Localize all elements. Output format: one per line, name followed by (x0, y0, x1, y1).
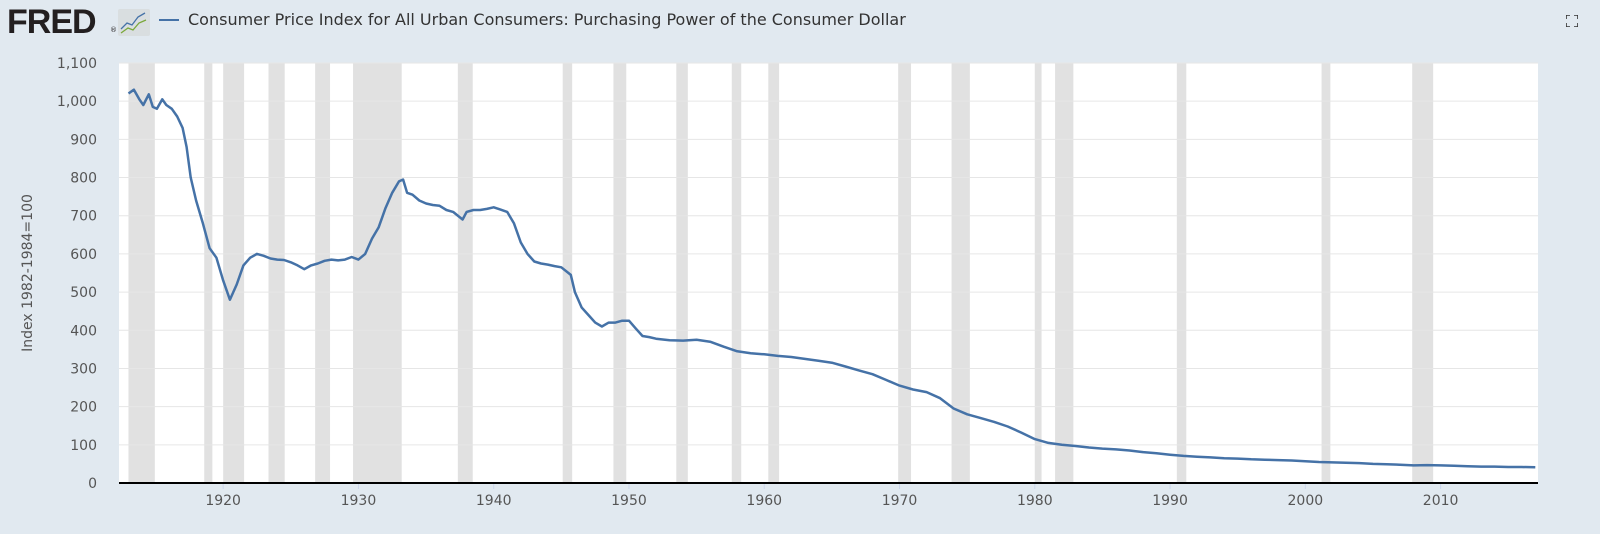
recession-band (613, 63, 627, 483)
x-tick-label: 1990 (1152, 493, 1188, 509)
fred-logo-graph-icon (118, 9, 150, 36)
y-tick-label: 1,100 (57, 56, 97, 72)
y-axis-label: Index 1982-1984=100 (20, 194, 36, 352)
recession-band (768, 63, 780, 483)
recession-band (268, 63, 285, 483)
gridlines (119, 62, 1538, 446)
recession-band (1034, 63, 1042, 483)
recession-band (204, 63, 213, 483)
recession-band (1055, 63, 1074, 483)
y-tick-label: 800 (70, 171, 97, 187)
registered-mark: ® (110, 26, 117, 34)
y-tick-label: 300 (70, 361, 97, 377)
x-tick-label: 2010 (1423, 493, 1459, 509)
recession-band (951, 63, 970, 483)
fred-logo[interactable]: FRED (7, 3, 97, 41)
x-tick-label: 2000 (1288, 493, 1324, 509)
recession-band (676, 63, 688, 483)
recession-band (898, 63, 912, 483)
y-tick-label: 0 (88, 476, 97, 492)
recession-band (223, 63, 245, 483)
recession-band (731, 63, 742, 483)
x-tick-label: 1980 (1017, 493, 1053, 509)
y-tick-labels: 0 100 200 300 400 500 600 700 800 900 1,000 1,100 (57, 56, 97, 492)
series-line (127, 88, 1536, 469)
series-title: Consumer Price Index for All Urban Consu… (188, 10, 906, 29)
x-tick-label: 1930 (341, 493, 377, 509)
y-tick-label: 600 (70, 247, 97, 263)
recession-band (315, 63, 331, 483)
recession-bands (128, 63, 1434, 483)
x-tick-label: 1940 (476, 493, 512, 509)
y-tick-label: 700 (70, 209, 97, 225)
y-tick-label: 900 (70, 132, 97, 148)
x-tick-label: 1950 (611, 493, 647, 509)
x-tick-labels: 1920 1930 1940 1950 1960 1970 1980 1990 2000 2010 (205, 483, 1458, 509)
recession-band (457, 63, 473, 483)
x-tick-label: 1920 (205, 493, 241, 509)
x-tick-label: 1960 (746, 493, 782, 509)
recession-band (1321, 63, 1331, 483)
recession-band (128, 63, 155, 483)
y-tick-label: 500 (70, 285, 97, 301)
recession-band (1412, 63, 1434, 483)
recession-band (353, 63, 402, 483)
y-tick-label: 200 (70, 400, 97, 416)
recession-band (1176, 63, 1187, 483)
legend-line-swatch (159, 18, 179, 21)
y-tick-label: 1,000 (57, 94, 97, 110)
legend: Consumer Price Index for All Urban Consu… (159, 10, 906, 29)
y-tick-label: 400 (70, 323, 97, 339)
y-tick-label: 100 (70, 438, 97, 454)
x-tick-label: 1970 (882, 493, 918, 509)
